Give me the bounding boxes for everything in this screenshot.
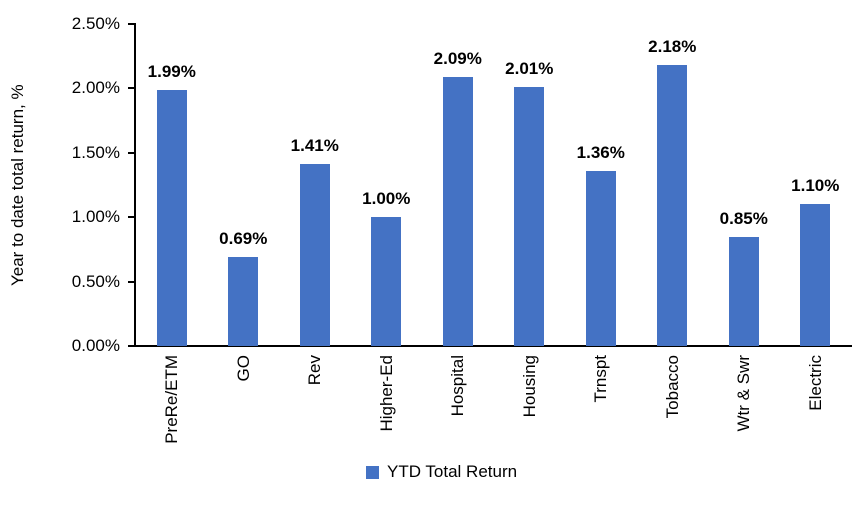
bar-value-label: 1.10% — [791, 176, 840, 196]
y-tick-label: 2.50% — [71, 14, 120, 33]
bar-value-label: 0.85% — [719, 208, 768, 228]
bar-value-label: 1.41% — [290, 136, 339, 156]
category-label: Trnspt — [591, 355, 611, 403]
legend-swatch-icon — [366, 465, 379, 479]
bar-value-label: 0.69% — [219, 229, 268, 249]
category-label: PreRe/ETM — [162, 355, 182, 444]
x-axis-line — [128, 345, 852, 347]
y-tick-label: 1.50% — [71, 142, 120, 162]
y-tick-label: 0.00% — [71, 336, 120, 355]
bar — [800, 204, 831, 346]
category-label: GO — [233, 355, 253, 382]
bar — [442, 76, 473, 346]
category-label: Rev — [305, 355, 325, 386]
y-tick-mark — [128, 280, 135, 283]
category-label: Hospital — [448, 355, 468, 417]
bar-value-label: 2.18% — [648, 37, 697, 57]
y-tick-label: 1.00% — [71, 207, 120, 227]
category-label: Wtr & Swr — [734, 355, 754, 432]
y-tick-mark — [128, 345, 135, 347]
y-tick-mark — [128, 151, 135, 154]
category-label: Electric — [805, 355, 825, 411]
y-tick-label: 2.00% — [71, 78, 120, 98]
bar-value-label: 2.09% — [433, 48, 482, 68]
bar-value-label: 1.99% — [147, 61, 196, 81]
bar-value-label: 2.01% — [505, 59, 554, 79]
category-label: Higher-Ed — [376, 355, 396, 432]
bar — [156, 89, 187, 346]
category-label: Tobacco — [662, 355, 682, 419]
legend-label: YTD Total Return — [387, 462, 518, 481]
y-tick-mark — [128, 87, 135, 90]
bar-value-label: 1.36% — [576, 142, 625, 162]
y-tick-mark — [128, 23, 135, 25]
y-tick-label: 0.50% — [71, 271, 120, 291]
bar — [728, 236, 759, 346]
category-label: Housing — [519, 355, 539, 418]
bar — [299, 164, 330, 346]
bar — [585, 170, 616, 346]
legend: YTD Total Return — [366, 462, 517, 482]
bar — [514, 87, 545, 346]
bar-value-label: 1.00% — [362, 189, 411, 209]
bar — [371, 217, 402, 346]
bar — [228, 257, 259, 346]
y-axis-line — [134, 23, 136, 347]
bar — [657, 65, 688, 346]
y-tick-mark — [128, 216, 135, 219]
